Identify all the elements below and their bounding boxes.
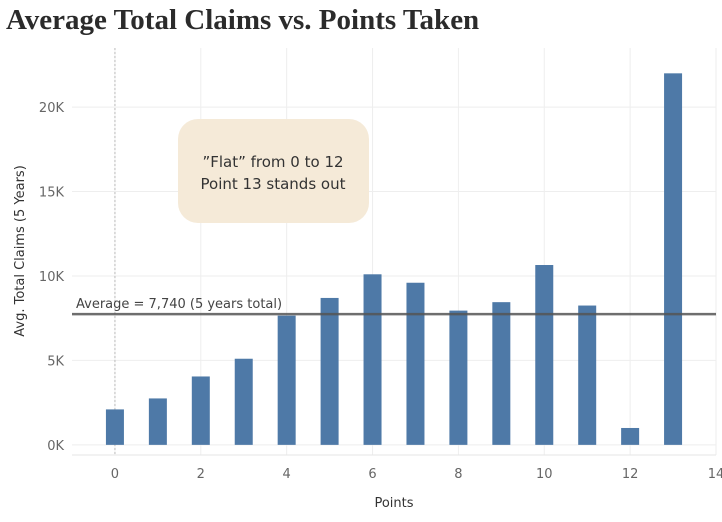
x-tick-label: 6 [368,467,376,482]
bar [277,315,296,445]
x-tick-label: 0 [111,467,119,482]
y-axis-title: Avg. Total Claims (5 Years) [13,165,28,337]
x-tick-label: 14 [708,467,722,482]
bar [363,274,382,445]
x-axis-title: Points [374,496,413,511]
x-axis-ticks: 0 2 4 6 8 10 12 14 [111,467,722,482]
annotation-line-1: ”Flat” from 0 to 12 [202,153,343,171]
annotation-line-2: Point 13 stands out [201,175,346,193]
bar [578,305,597,445]
y-axis-ticks: 0K 5K 10K 15K 20K [39,101,65,454]
x-tick-label: 10 [536,467,553,482]
bar [320,297,339,445]
x-tick-label: 12 [622,467,639,482]
annotation-callout: ”Flat” from 0 to 12 Point 13 stands out [178,119,369,223]
bar [234,358,253,445]
bar [148,398,167,445]
bar [621,427,640,445]
bars [105,73,683,445]
bar [191,376,210,445]
y-tick-label: 20K [39,101,65,116]
y-tick-label: 0K [47,439,64,454]
x-tick-label: 2 [197,467,205,482]
annotation-box [178,119,369,223]
average-label: Average = 7,740 (5 years total) [76,297,282,312]
x-tick-label: 4 [283,467,291,482]
chart-title: Average Total Claims vs. Points Taken [6,4,480,36]
bar [664,73,683,445]
bar [449,310,468,445]
bar [105,409,124,445]
x-tick-label: 8 [454,467,462,482]
bar [492,302,511,445]
bar [406,282,425,445]
bar [535,265,554,445]
y-tick-label: 15K [39,186,65,201]
y-tick-label: 10K [39,270,65,285]
y-tick-label: 5K [47,354,64,369]
gridlines [72,48,717,456]
